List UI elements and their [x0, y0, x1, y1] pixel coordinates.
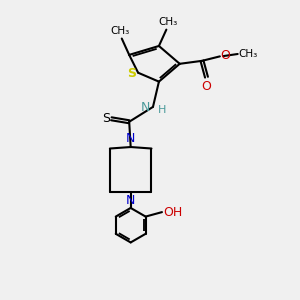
- Text: OH: OH: [163, 206, 182, 219]
- Text: N: N: [141, 101, 150, 114]
- Text: CH₃: CH₃: [238, 49, 258, 59]
- Text: CH₃: CH₃: [111, 26, 130, 36]
- Text: N: N: [126, 194, 135, 207]
- Text: S: S: [102, 112, 110, 125]
- Text: O: O: [220, 49, 230, 62]
- Text: CH₃: CH₃: [158, 17, 178, 27]
- Text: N: N: [126, 132, 135, 145]
- Text: S: S: [128, 67, 136, 80]
- Text: O: O: [202, 80, 212, 93]
- Text: H: H: [158, 105, 167, 115]
